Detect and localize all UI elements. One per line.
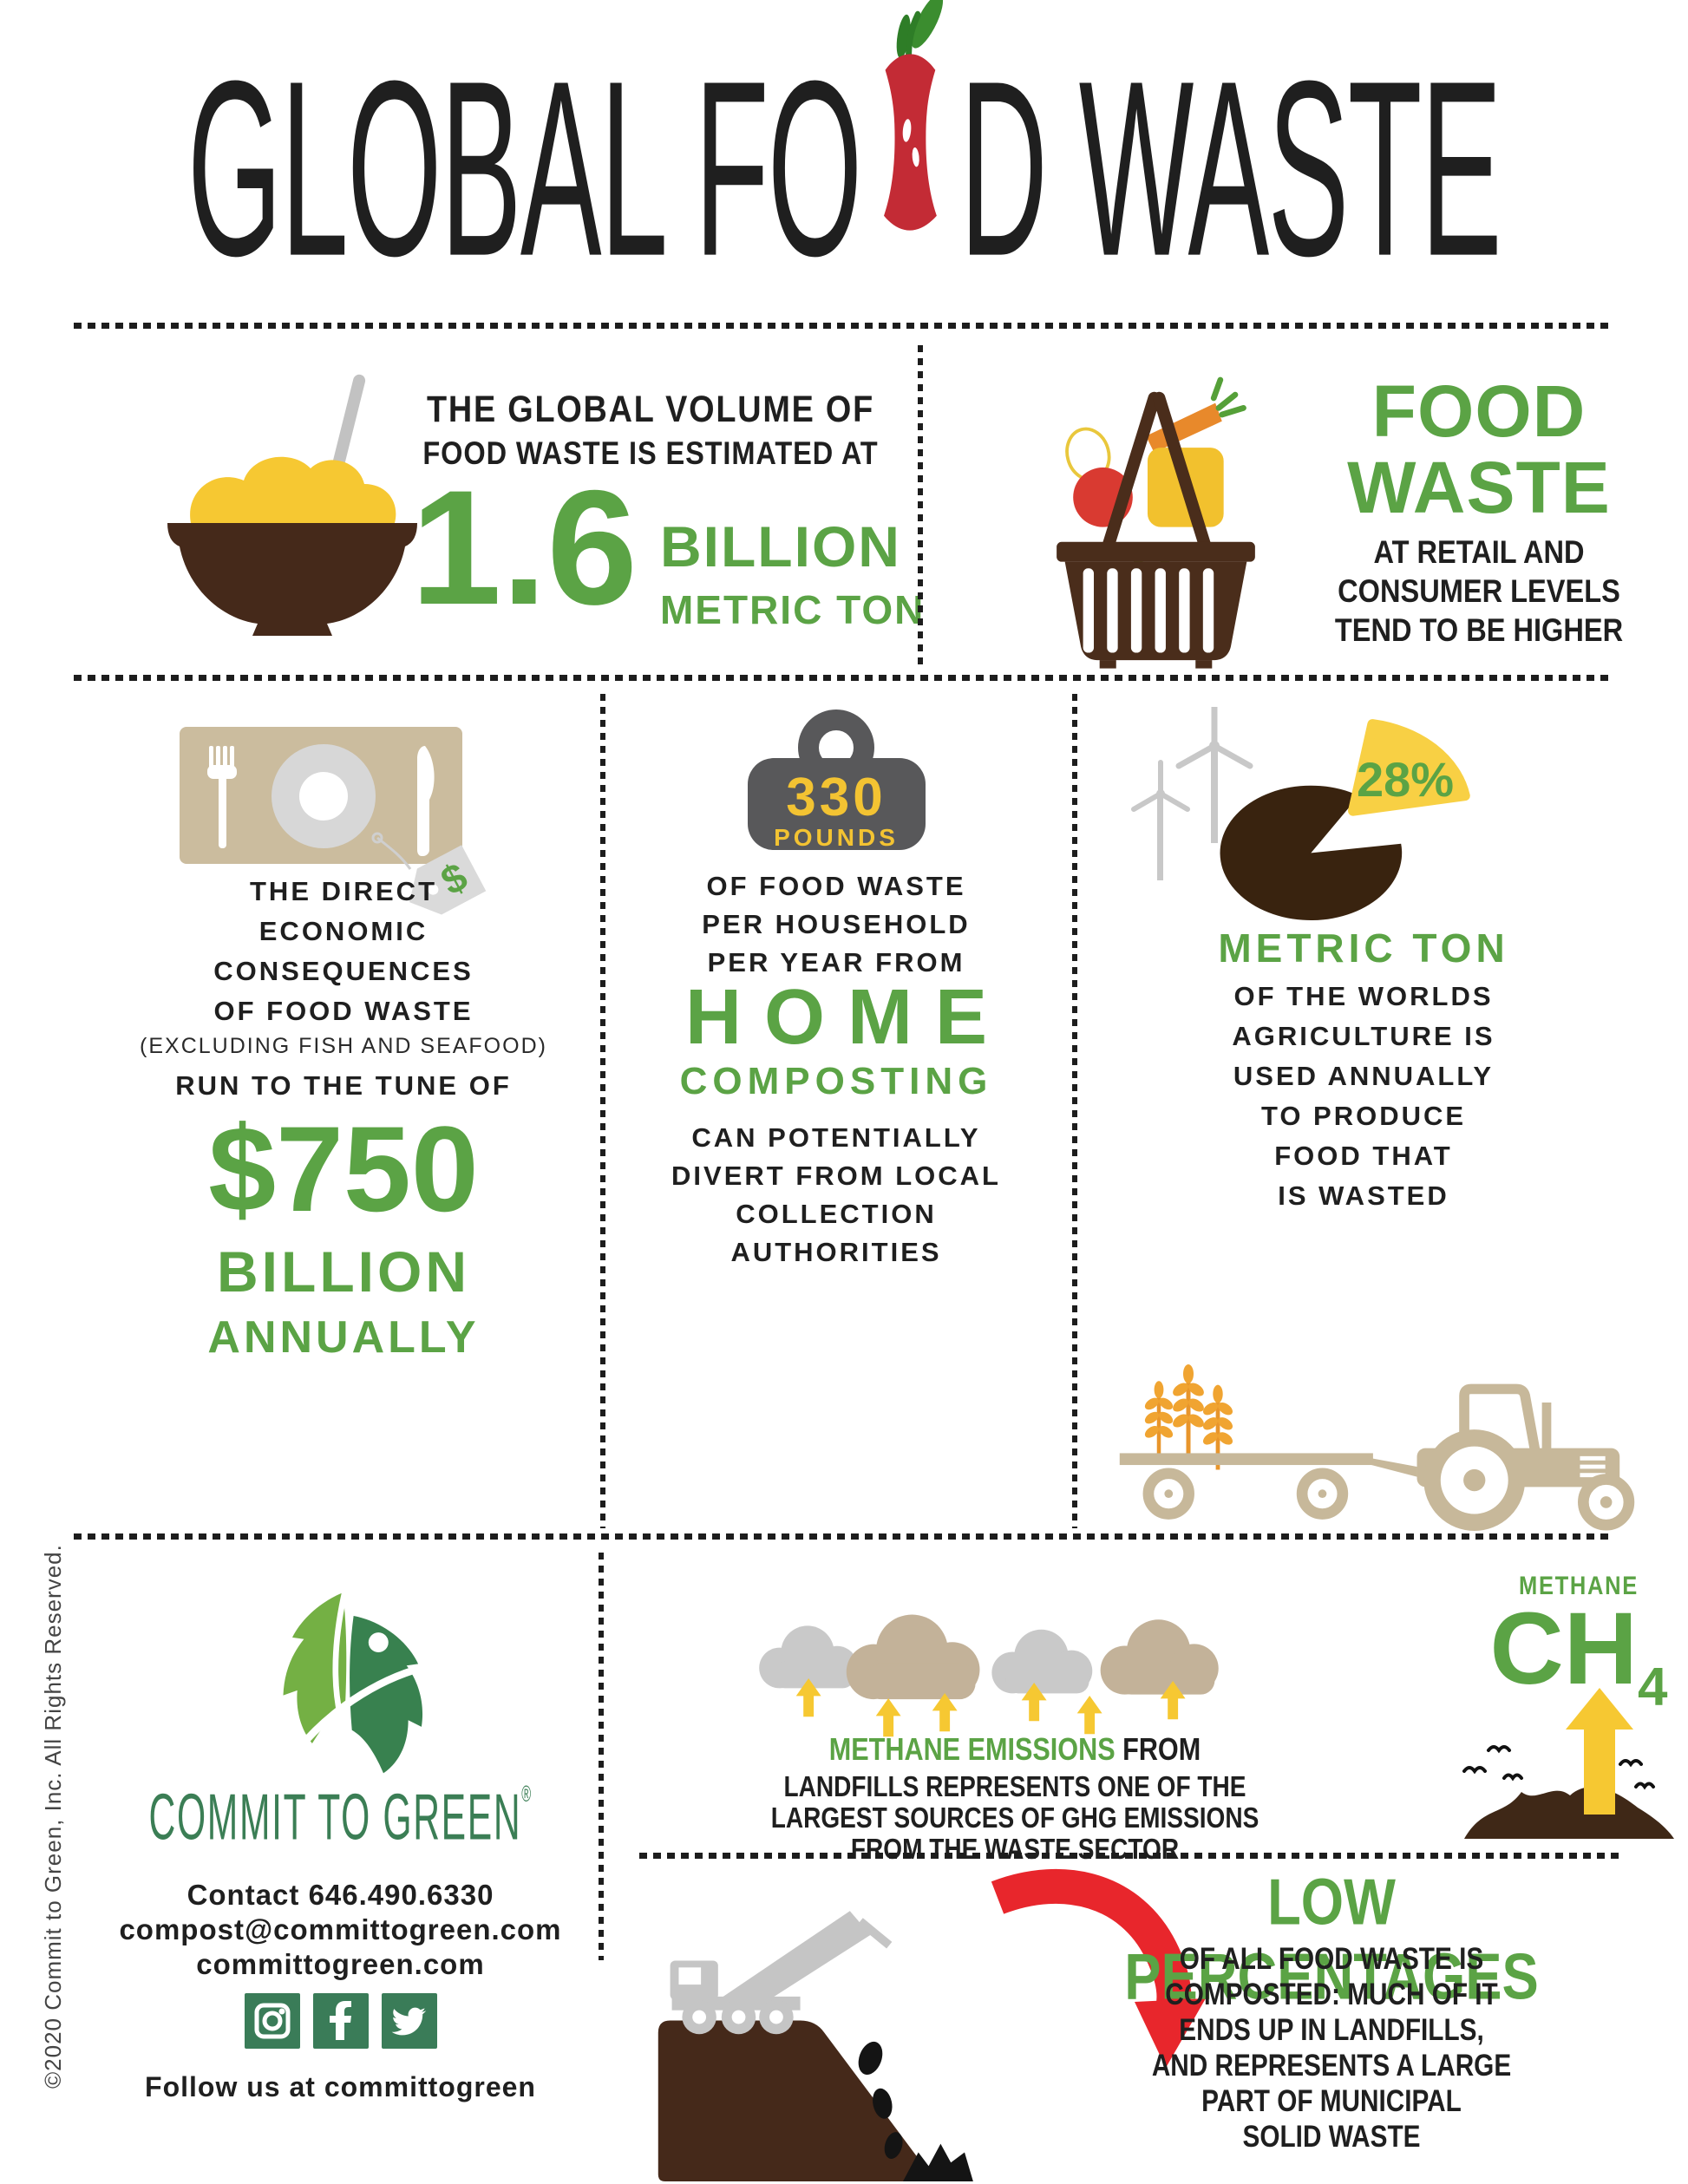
volume-unit2: METRIC TON (659, 587, 926, 632)
pie-slice-remainder (1220, 785, 1403, 921)
trailer-icon (1119, 1453, 1417, 1520)
agriculture-heading: METRIC TON (1218, 925, 1509, 971)
weight-icon (748, 709, 926, 850)
methane-formula: CH4 (1489, 1592, 1668, 1717)
methane-highlight-suffix: FROM (1115, 1731, 1201, 1767)
grocery-basket-icon (1057, 376, 1255, 669)
page-title-right: D WASTE (959, 29, 1502, 309)
divider-top (74, 323, 1613, 329)
divider-row2-left (600, 694, 605, 1528)
volume-value: 1.6 (410, 456, 638, 638)
fork-icon (207, 746, 237, 848)
landfill-mound-icon (1462, 1745, 1674, 1839)
economic-unit1: BILLION (217, 1239, 470, 1304)
apple-core-icon (884, 0, 944, 231)
brand-follow: Follow us at committogreen (145, 2071, 536, 2102)
composting-heading2: COMPOSTING (679, 1060, 993, 1102)
brand-wordmark-row: COMMIT TO GREEN® (82, 1782, 599, 1854)
brand-website[interactable]: committogreen.com (196, 1948, 485, 1980)
economic-lead: RUN TO THE TUNE OF (175, 1070, 512, 1101)
tractor-icon (1119, 1383, 1635, 1531)
agriculture-body: OF THE WORLDS AGRICULTURE IS USED ANNUAL… (1232, 981, 1495, 1211)
divider-row3 (599, 1553, 604, 1960)
brand-email[interactable]: compost@committogreen.com (119, 1913, 562, 1945)
divider-methane-bottom (639, 1853, 1619, 1859)
divider-row2-bottom (74, 1533, 1613, 1540)
volume-unit1: BILLION (659, 514, 901, 579)
divider-row2-right (1072, 694, 1077, 1528)
methane-headline: METHANE EMISSIONS FROM (702, 1731, 1329, 1768)
page-title: GLOBAL FO D WASTE (186, 0, 1502, 309)
social-row (82, 1993, 599, 2049)
pie-slice-28 (1348, 719, 1470, 816)
carrot-icon (1146, 402, 1222, 453)
retail-body: AT RETAIL AND CONSUMER LEVELS TEND TO BE… (1334, 534, 1624, 648)
composting-heading1: HOME (685, 974, 1010, 1061)
food-bowl-icon (167, 374, 417, 636)
composting-outro: CAN POTENTIALLY DIVERT FROM LOCAL COLLEC… (671, 1122, 1001, 1267)
composting-badge-value: 330 (786, 768, 887, 827)
landfill-body: OF ALL FOOD WASTE IS COMPOSTED: MUCH OF … (1151, 1942, 1512, 2154)
red-arrow-icon (991, 1868, 1206, 2068)
pie-chart (1220, 719, 1470, 921)
price-tag-icon: $ (409, 845, 487, 915)
facebook-icon[interactable] (312, 1993, 369, 2049)
volume-heading-line2: FOOD WASTE IS ESTIMATED AT (422, 435, 879, 471)
volume-heading-line1: THE GLOBAL VOLUME OF (427, 389, 874, 430)
divider-row1 (918, 345, 923, 668)
landfill-heading: LOW PERCENTAGES (1124, 1866, 1539, 2014)
registered-mark: ® (521, 1781, 533, 1807)
pie-value-label: 28% (1356, 752, 1455, 807)
methane-arrow-icon (1566, 1688, 1633, 1815)
methane-highlight: METHANE EMISSIONS (828, 1731, 1116, 1767)
economic-note: (EXCLUDING FISH AND SEAFOOD) (140, 1034, 547, 1058)
page-title-left: GLOBAL FO (187, 29, 862, 309)
divider-row1-bottom (74, 675, 1613, 681)
wind-turbine-icon (1131, 707, 1253, 880)
commit-to-green-logo (283, 1588, 433, 1774)
copyright-text: ©2020 Commit to Green, Inc. All Rights R… (40, 1544, 66, 2089)
economic-unit2: ANNUALLY (207, 1312, 480, 1363)
economic-intro: THE DIRECT ECONOMIC CONSEQUENCES OF FOOD… (213, 876, 474, 1026)
twitter-icon[interactable] (381, 1993, 437, 2049)
composting-intro: OF FOOD WASTE PER HOUSEHOLD PER YEAR FRO… (702, 871, 971, 978)
brand-contact: Contact 646.490.6330 (186, 1879, 494, 1911)
clouds-icon (759, 1614, 1219, 1737)
volume-stat: 1.6 BILLION METRIC TON (408, 456, 928, 638)
brand-wordmark: COMMIT TO GREEN® (148, 1781, 533, 1855)
instagram-icon[interactable] (244, 1993, 300, 2049)
dump-truck-landfill-icon (658, 1911, 973, 2182)
retail-heading: FOOD WASTE (1347, 370, 1611, 528)
placemat-icon: $ (180, 727, 487, 915)
methane-label: METHANE (1519, 1572, 1639, 1600)
composting-badge-unit: POUNDS (774, 824, 899, 851)
knife-icon (417, 746, 435, 856)
birds-icon (1462, 1745, 1655, 1790)
methane-body: LANDFILLS REPRESENTS ONE OF THE LARGEST … (770, 1770, 1259, 1865)
falling-trash-icon (858, 2041, 973, 2182)
economic-value: $750 (208, 1101, 479, 1237)
